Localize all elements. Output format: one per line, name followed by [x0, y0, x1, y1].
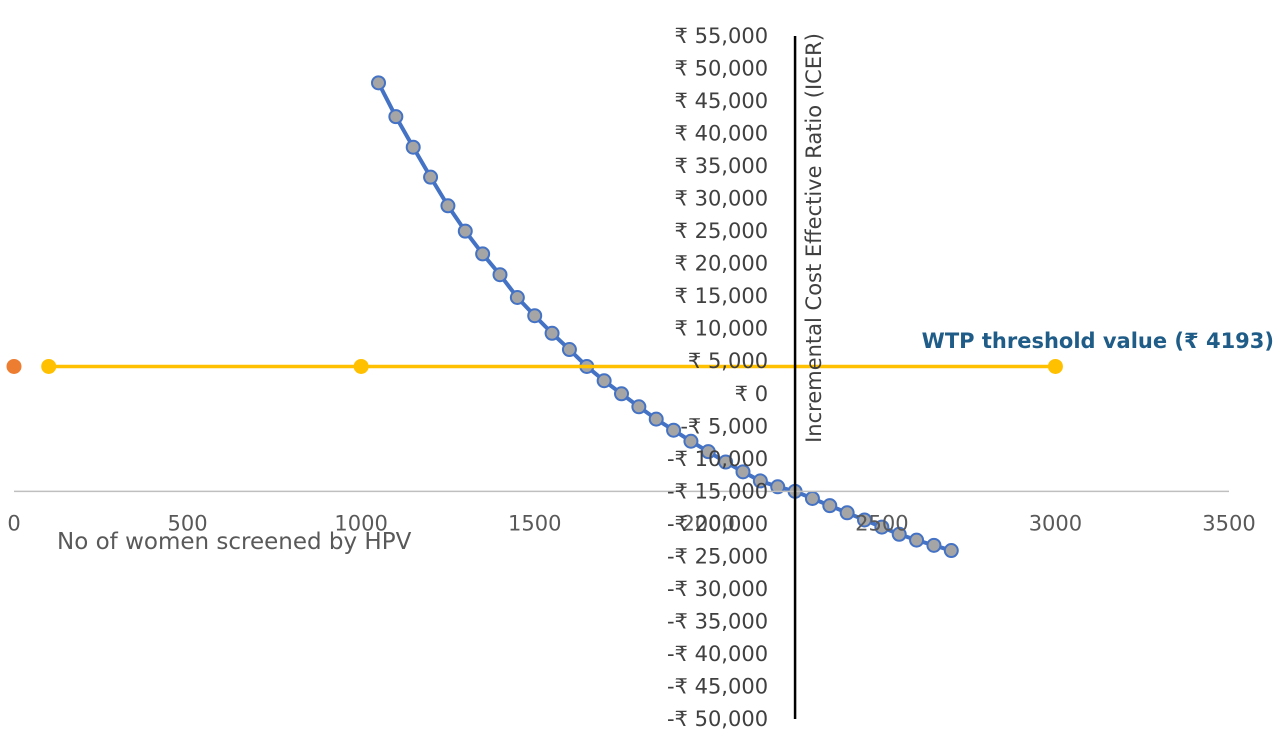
series-0-point	[874, 519, 890, 535]
series-0-point	[752, 473, 768, 489]
y-tick-label: -₹ 30,000	[667, 577, 768, 601]
series-0-point	[423, 169, 439, 185]
y-tick-label: ₹ 35,000	[675, 154, 769, 178]
series-0-point	[614, 386, 629, 402]
series-0-point	[770, 479, 786, 495]
y-tick-label: -₹ 5,000	[680, 414, 768, 438]
y-tick-labels: ₹ 55,000 ₹ 50,000 ₹ 45,000 ₹ 40,000 ₹ 35,000…	[667, 24, 768, 731]
series-0-line	[376, 81, 952, 553]
x-axis-title: No of women screened by HPV	[57, 529, 412, 555]
series-0-point	[544, 325, 560, 341]
x-tick-label: 3500	[1202, 511, 1255, 535]
y-tick-label: -₹ 45,000	[667, 674, 768, 698]
series-1-point	[41, 358, 57, 374]
y-tick-label: ₹ 55,000	[675, 24, 769, 48]
y-tick-label: -₹ 35,000	[667, 609, 768, 633]
series-0-point	[561, 342, 577, 358]
y-axis-title: Incremental Cost Effective Ratio (ICER)	[802, 33, 826, 443]
series-0-point	[804, 490, 820, 506]
series-0-point	[371, 75, 386, 91]
series-0-point	[388, 109, 404, 125]
y-tick-label: ₹ 0	[735, 382, 768, 406]
series-0-point	[492, 267, 508, 283]
y-tick-label: ₹ 40,000	[675, 122, 769, 146]
series-0-point	[822, 498, 838, 514]
y-tick-label: ₹ 50,000	[675, 57, 769, 81]
series-layer	[6, 75, 1063, 559]
series-0-point	[700, 444, 716, 460]
x-tick-label: 2000	[682, 511, 735, 535]
x-tick-label: 500	[168, 511, 208, 535]
x-tick-label: 0	[7, 511, 20, 535]
series-0-point	[666, 422, 682, 438]
series-0-point	[440, 198, 456, 214]
series-1-point	[1047, 358, 1063, 374]
series-0-point	[926, 537, 942, 553]
y-tick-label: -₹ 40,000	[667, 642, 768, 666]
series-0-point	[943, 543, 959, 559]
series-0-point	[857, 512, 872, 528]
y-tick-label: ₹ 20,000	[675, 252, 769, 276]
x-tick-label: 1000	[334, 511, 387, 535]
series-0-point	[718, 454, 734, 470]
y-tick-label: ₹ 45,000	[675, 89, 769, 113]
series-0-point	[735, 464, 751, 480]
y-tick-label: -₹ 20,000	[667, 512, 768, 536]
series-0-point	[527, 308, 543, 324]
y-tick-label: ₹ 25,000	[675, 219, 769, 243]
x-tick-label: 3000	[1029, 511, 1082, 535]
x-tick-label: 1500	[508, 511, 561, 535]
series-0-point	[891, 526, 907, 542]
series-0-point	[405, 139, 421, 155]
series-0-point	[648, 411, 664, 427]
series-0-point	[475, 246, 491, 262]
y-tick-label: ₹ 5,000	[688, 349, 768, 373]
series-0-point	[509, 289, 525, 305]
x-tick-labels: 0 500 1000 1500 2000 2500 3000 3500	[7, 511, 1255, 535]
series-0-point	[596, 373, 612, 389]
y-tick-label: -₹ 25,000	[667, 544, 768, 568]
y-tick-label: ₹ 15,000	[675, 284, 769, 308]
x-tick-label: 2500	[855, 511, 908, 535]
series-2-point	[6, 358, 22, 374]
y-tick-label: ₹ 10,000	[675, 317, 769, 341]
series-0-point	[683, 433, 699, 449]
series-0-point	[839, 505, 855, 521]
series-0-point	[631, 399, 647, 415]
y-tick-label: -₹ 15,000	[667, 479, 768, 503]
y-tick-label: -₹ 10,000	[667, 447, 768, 471]
wtp-threshold-annotation: WTP threshold value (₹ 4193)	[922, 329, 1274, 353]
y-tick-label: ₹ 30,000	[675, 187, 769, 211]
series-1-point	[353, 358, 369, 374]
series-0-point	[909, 532, 925, 548]
y-tick-label: -₹ 50,000	[667, 707, 768, 731]
series-0-point	[457, 223, 473, 239]
